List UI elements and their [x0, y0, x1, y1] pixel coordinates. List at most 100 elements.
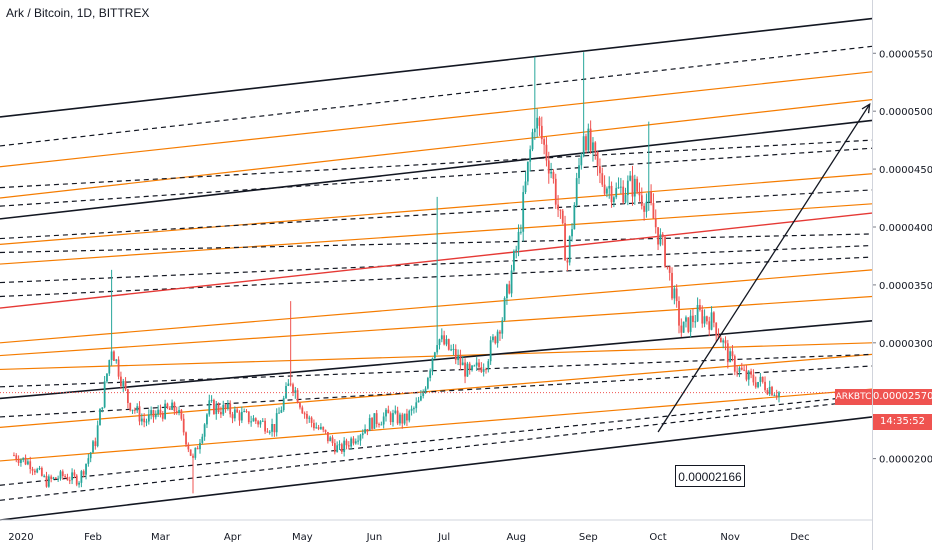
candle-body — [380, 424, 383, 426]
candle-body — [603, 184, 606, 194]
candle-body — [701, 309, 704, 324]
candle-body — [361, 433, 364, 436]
candle-body — [466, 363, 469, 377]
candle-body — [357, 440, 360, 442]
candle-body — [336, 445, 339, 453]
candle-body — [554, 178, 557, 205]
candle-body — [612, 197, 615, 203]
candle-body — [631, 175, 634, 197]
candle-body — [40, 467, 43, 476]
candle-body — [226, 403, 229, 409]
candle-body — [650, 191, 652, 204]
candle-body — [478, 362, 480, 368]
candle-body — [82, 471, 85, 475]
candle-body — [471, 365, 473, 371]
orange-fib-line — [0, 71, 873, 168]
x-tick-label: Sep — [579, 532, 598, 543]
candle-body — [543, 139, 546, 145]
orange-fib-line — [0, 295, 873, 357]
candle-body — [582, 136, 585, 156]
candle-body — [294, 390, 297, 393]
candle-body — [473, 365, 476, 367]
candle-body — [326, 431, 329, 442]
orange-fib-line — [0, 99, 873, 199]
candle-body — [687, 317, 690, 332]
x-tick-label: Dec — [790, 532, 809, 543]
candle-body — [461, 362, 464, 366]
candle-body — [378, 424, 380, 426]
candle-body — [408, 410, 411, 421]
candle-body — [464, 362, 466, 377]
candle-body — [608, 185, 611, 189]
candle-body — [366, 429, 369, 431]
orange-fib-line — [0, 173, 873, 245]
candle-body — [545, 144, 548, 161]
candle-body — [64, 476, 67, 478]
dashed-channel-line — [0, 244, 873, 284]
candle-body — [315, 427, 318, 429]
candle-body — [738, 367, 741, 372]
candle-body — [757, 381, 759, 388]
candle-body — [78, 482, 80, 485]
candle-body — [661, 234, 664, 238]
candle-body — [759, 376, 762, 382]
candle-body — [150, 410, 153, 415]
candle-body — [89, 452, 92, 459]
candle-body — [345, 440, 348, 446]
candle-body — [526, 161, 529, 182]
candle-body — [761, 376, 764, 382]
candle-body — [685, 317, 687, 322]
candle-body — [617, 187, 620, 189]
candle-body — [452, 348, 455, 350]
candle-body — [731, 351, 734, 357]
candle-body — [657, 227, 659, 245]
time-axis[interactable]: 2020 Feb Mar Apr May Jun Jul Aug Sep Oct Nov Dec — [0, 519, 872, 543]
candle-body — [743, 369, 746, 371]
candle-body — [138, 406, 141, 422]
candle-body — [775, 395, 778, 397]
candle-body — [171, 402, 173, 410]
candle-body — [636, 178, 639, 192]
candle-body — [703, 316, 706, 324]
candle-body — [429, 370, 432, 378]
candle-body — [724, 340, 727, 344]
candle-body — [413, 408, 415, 410]
x-tick-label: Aug — [506, 532, 526, 543]
candle-body — [680, 325, 683, 333]
candle-body — [220, 412, 222, 415]
price-candles — [0, 52, 872, 494]
candle-body — [445, 339, 448, 345]
candle-body — [715, 322, 718, 336]
candle-body — [101, 407, 104, 410]
candle-body — [401, 414, 404, 424]
candle-body — [180, 410, 183, 419]
candle-body — [243, 411, 246, 413]
candle-body — [275, 413, 278, 433]
candle-body — [403, 413, 406, 424]
bar-countdown-tag: 14:35:52 — [873, 414, 932, 430]
candle-body — [417, 400, 420, 403]
candle-body — [682, 321, 685, 333]
candle-body — [415, 402, 418, 409]
candle-body — [433, 352, 436, 359]
y-tick-label: 0.00005500 — [879, 49, 932, 60]
candle-body — [492, 336, 494, 341]
candle-body — [224, 404, 227, 409]
candle-body — [729, 351, 732, 363]
candle-body — [213, 399, 215, 415]
projection-arrow — [657, 102, 871, 433]
x-tick-label: Jul — [437, 532, 450, 543]
candle-body — [61, 471, 64, 477]
candle-body — [29, 461, 32, 469]
candle-body — [708, 321, 711, 330]
candle-body — [443, 335, 446, 345]
candle-body — [422, 392, 425, 397]
x-tick-label: Jun — [366, 532, 383, 543]
candle-body — [410, 408, 413, 411]
dashed-channel-line — [0, 233, 873, 254]
price-annotation[interactable]: 0.00002166 — [675, 465, 745, 487]
candle-body — [496, 331, 499, 344]
candle-body — [87, 458, 90, 464]
